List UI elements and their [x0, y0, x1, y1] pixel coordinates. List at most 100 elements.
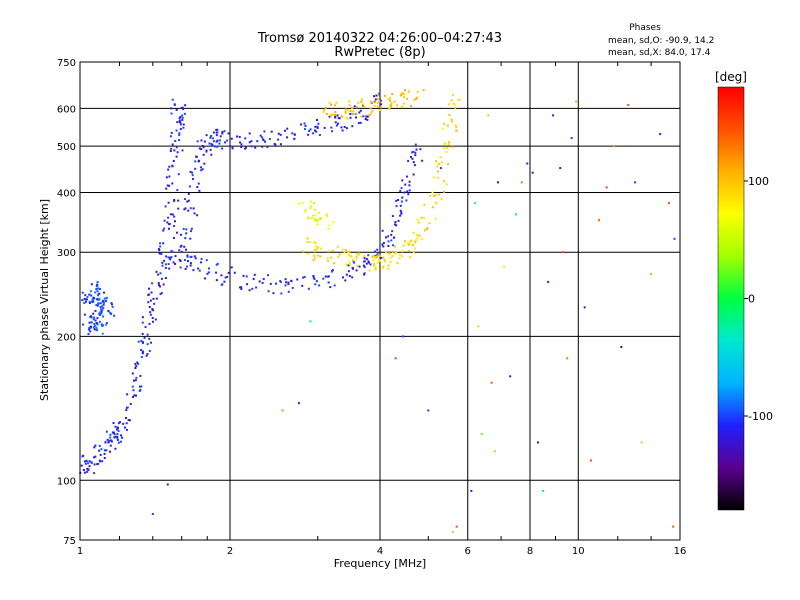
data-point — [183, 198, 186, 201]
data-point — [103, 301, 106, 304]
data-point — [216, 145, 219, 148]
noise-point — [427, 409, 430, 412]
data-point — [82, 469, 85, 472]
data-point — [187, 192, 190, 195]
data-point — [167, 216, 170, 219]
data-point — [89, 330, 92, 333]
data-point — [300, 123, 303, 126]
data-point — [437, 176, 440, 179]
data-point — [329, 286, 332, 289]
data-point — [340, 126, 343, 129]
data-point — [412, 173, 415, 176]
data-point — [96, 463, 99, 466]
data-point — [369, 100, 372, 103]
data-point — [313, 257, 316, 260]
noise-point — [575, 100, 578, 103]
data-point — [338, 253, 341, 256]
data-point — [307, 133, 310, 136]
data-point — [147, 301, 150, 304]
data-point — [440, 197, 443, 200]
data-point — [101, 332, 104, 335]
data-point — [179, 260, 182, 263]
data-point — [161, 261, 164, 264]
data-point — [104, 300, 107, 303]
data-point — [335, 101, 338, 104]
data-point — [205, 149, 208, 152]
data-point — [435, 201, 438, 204]
data-point — [153, 302, 156, 305]
data-point — [162, 229, 165, 232]
data-point — [353, 261, 356, 264]
data-point — [407, 243, 410, 246]
data-point — [185, 228, 188, 231]
data-point — [356, 264, 359, 267]
data-point — [92, 312, 95, 315]
data-point — [103, 452, 106, 455]
data-point — [93, 324, 96, 327]
data-point — [163, 259, 166, 262]
data-point — [96, 290, 99, 293]
data-point — [100, 448, 103, 451]
data-point — [360, 100, 363, 103]
data-point — [181, 116, 184, 119]
data-point — [248, 141, 251, 144]
data-point — [401, 106, 404, 109]
data-point — [158, 284, 161, 287]
data-point — [116, 437, 119, 440]
data-point — [264, 140, 267, 143]
data-point — [220, 283, 223, 286]
data-point — [357, 253, 360, 256]
data-point — [110, 439, 113, 442]
data-point — [207, 271, 210, 274]
data-point — [110, 303, 113, 306]
data-point — [316, 127, 319, 130]
data-point — [93, 316, 96, 319]
data-point — [378, 255, 381, 258]
data-point — [379, 103, 382, 106]
data-point — [212, 131, 215, 134]
data-point — [393, 100, 396, 103]
data-point — [312, 214, 315, 217]
data-point — [345, 116, 348, 119]
data-point — [160, 292, 163, 295]
plot-border — [79, 61, 681, 541]
data-point — [262, 139, 265, 142]
data-point — [316, 246, 319, 249]
data-point — [202, 146, 205, 149]
noise-point — [490, 381, 493, 384]
noise-point — [627, 103, 630, 106]
data-point — [314, 214, 317, 217]
data-point — [365, 115, 368, 118]
data-point — [185, 265, 188, 268]
data-point — [344, 279, 347, 282]
data-point — [341, 115, 344, 118]
data-point — [163, 219, 166, 222]
data-point — [355, 112, 358, 115]
data-point — [328, 101, 331, 104]
data-point — [373, 250, 376, 253]
data-point — [212, 137, 215, 140]
noise-point — [509, 375, 512, 378]
data-point — [400, 212, 403, 215]
data-point — [148, 337, 151, 340]
data-point — [186, 200, 189, 203]
data-point — [367, 260, 370, 263]
data-point — [302, 276, 305, 279]
data-point — [107, 440, 110, 443]
data-point — [411, 243, 414, 246]
data-point — [82, 454, 85, 457]
data-point — [148, 322, 151, 325]
data-point — [442, 123, 445, 126]
data-point — [393, 236, 396, 239]
data-point — [97, 292, 100, 295]
data-point — [279, 280, 282, 283]
data-point — [174, 140, 177, 143]
data-point — [92, 300, 95, 303]
data-point — [441, 161, 444, 164]
data-point — [85, 459, 88, 462]
data-point — [96, 284, 99, 287]
data-point — [378, 258, 381, 261]
x-tick-label: 10 — [572, 546, 585, 557]
noise-point — [634, 181, 637, 184]
